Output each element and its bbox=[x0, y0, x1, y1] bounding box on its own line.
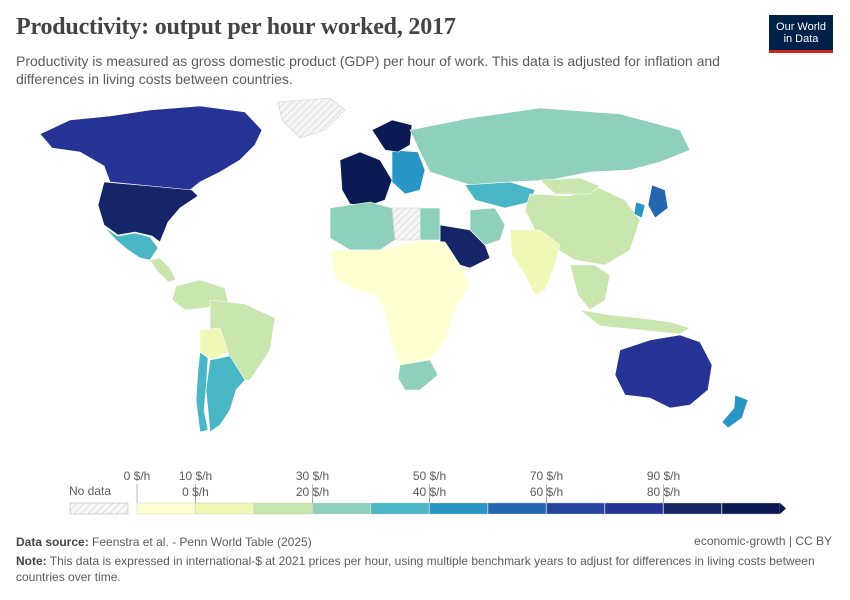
region-russia[interactable] bbox=[409, 107, 691, 186]
source-text[interactable]: Feenstra et al. - Penn World Table (2025… bbox=[92, 535, 312, 549]
legend-bin[interactable] bbox=[312, 502, 371, 515]
owid-logo[interactable]: Our World in Data bbox=[769, 15, 833, 53]
region-indonesia[interactable] bbox=[578, 309, 691, 335]
legend-bin[interactable] bbox=[546, 502, 605, 515]
region-central-america[interactable] bbox=[149, 257, 177, 283]
region-united-states[interactable] bbox=[97, 181, 199, 243]
region-sub-saharan-africa[interactable] bbox=[329, 239, 471, 366]
region-mongolia[interactable] bbox=[539, 177, 601, 195]
region-india[interactable] bbox=[509, 229, 561, 296]
region-canada[interactable] bbox=[39, 105, 263, 191]
region-argentina[interactable] bbox=[205, 355, 246, 433]
note-text: This data is expressed in international-… bbox=[16, 554, 815, 584]
legend-tick-upper: 50 $/h bbox=[413, 469, 446, 483]
legend-bin[interactable] bbox=[721, 502, 781, 515]
region-eastern-europe[interactable] bbox=[391, 149, 426, 195]
legend-bin[interactable] bbox=[370, 502, 430, 515]
region-libya[interactable] bbox=[391, 207, 421, 241]
region-southeast-asia[interactable] bbox=[569, 264, 611, 311]
legend-tick-lower: 20 $/h bbox=[296, 485, 329, 499]
legend-bin[interactable] bbox=[663, 502, 722, 515]
logo-line-2: in Data bbox=[783, 33, 819, 45]
note-label: Note: bbox=[16, 554, 47, 568]
region-western-europe[interactable] bbox=[339, 151, 393, 207]
legend-bin[interactable] bbox=[487, 502, 547, 515]
legend-bin[interactable] bbox=[429, 502, 488, 515]
region-korea[interactable] bbox=[633, 201, 646, 219]
page-subtitle: Productivity is measured as gross domest… bbox=[16, 53, 720, 87]
region-egypt[interactable] bbox=[419, 207, 441, 241]
region-north-africa-west[interactable] bbox=[329, 201, 396, 251]
region-mexico[interactable] bbox=[103, 226, 159, 261]
footer-right[interactable]: economic-growth | CC BY bbox=[694, 534, 832, 548]
legend-tick-upper: 70 $/h bbox=[530, 469, 563, 483]
no-data-swatch[interactable] bbox=[69, 502, 129, 515]
legend-tick-lower: 60 $/h bbox=[530, 485, 563, 499]
region-chile[interactable] bbox=[195, 351, 209, 433]
legend-tick-lower: 40 $/h bbox=[413, 485, 446, 499]
region-bolivia[interactable] bbox=[199, 327, 229, 361]
footer-note: Note: This data is expressed in internat… bbox=[16, 553, 836, 585]
legend-tick-upper: 30 $/h bbox=[296, 469, 329, 483]
region-new-zealand[interactable] bbox=[721, 394, 749, 429]
legend-bin[interactable] bbox=[136, 502, 196, 515]
legend-tick-upper: 10 $/h bbox=[179, 469, 212, 483]
legend-tick-upper: 0 $/h bbox=[124, 469, 151, 483]
legend-arrow bbox=[780, 503, 786, 514]
world-map[interactable] bbox=[0, 90, 850, 460]
region-scandinavia[interactable] bbox=[371, 119, 413, 153]
region-south-africa[interactable] bbox=[397, 359, 439, 391]
region-australia[interactable] bbox=[614, 334, 713, 409]
legend-bin[interactable] bbox=[195, 502, 254, 515]
legend-bin[interactable] bbox=[253, 502, 313, 515]
map-legend: No data 0 $/h 10 $/h 30 $/h 50 $/h 70 $/h 90 … bbox=[69, 469, 786, 515]
logo-line-1: Our World bbox=[776, 21, 826, 33]
region-iran[interactable] bbox=[469, 207, 506, 246]
legend-bin[interactable] bbox=[604, 502, 664, 515]
page-title: Productivity: output per hour worked, 20… bbox=[16, 14, 456, 40]
legend-tick-upper: 90 $/h bbox=[647, 469, 680, 483]
legend-tick-lower: 80 $/h bbox=[647, 485, 680, 499]
source-label: Data source: bbox=[16, 535, 89, 549]
no-data-label: No data bbox=[69, 484, 111, 498]
region-kazakhstan[interactable] bbox=[464, 181, 536, 209]
legend-tick-lower: 0 $/h bbox=[182, 485, 209, 499]
data-source: Data source: Feenstra et al. - Penn Worl… bbox=[16, 534, 312, 550]
region-japan[interactable] bbox=[647, 184, 669, 219]
region-greenland[interactable] bbox=[277, 97, 346, 139]
